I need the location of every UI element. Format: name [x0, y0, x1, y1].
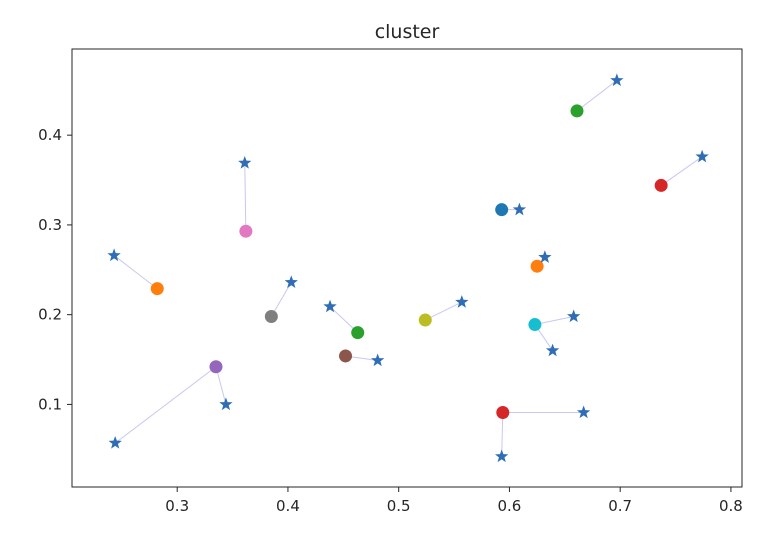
x-tick-label-3: 0.6 [498, 497, 522, 515]
center-point-9 [239, 224, 253, 238]
y-axis-ticks: 0.1 0.2 0.3 0.4 [38, 126, 72, 413]
x-tick-label-5: 0.8 [719, 497, 743, 515]
connector-line-13 [425, 301, 463, 321]
center-point-8 [339, 349, 353, 363]
center-point-1 [150, 282, 164, 296]
star-point-12 [284, 275, 298, 289]
center-point-4 [351, 326, 365, 340]
center-point-0 [495, 203, 509, 217]
x-tick-label-1: 0.4 [276, 497, 300, 515]
connector-lines [113, 80, 703, 457]
connector-line-11 [244, 162, 247, 232]
center-point-5 [654, 178, 668, 192]
star-point-1 [107, 248, 121, 262]
connector-line-7 [501, 412, 504, 457]
connector-line-8 [114, 366, 217, 444]
star-point-9 [219, 397, 233, 411]
y-tick-label-2: 0.3 [38, 216, 62, 234]
chart-title: cluster [375, 21, 440, 43]
x-tick-label-2: 0.5 [387, 497, 411, 515]
center-point-10 [264, 309, 278, 323]
star-point-6 [576, 405, 591, 419]
x-tick-label-0: 0.3 [165, 497, 189, 515]
x-axis-ticks: 0.3 0.4 0.5 0.6 0.7 0.8 [165, 487, 743, 515]
connector-line-3 [576, 80, 618, 112]
star-point-5 [695, 149, 709, 163]
star-point-15 [545, 343, 560, 357]
center-point-11 [418, 313, 432, 327]
plot-frame [71, 48, 743, 488]
connector-line-12 [270, 282, 292, 317]
star-point-2 [538, 250, 552, 263]
star-point-3 [610, 73, 624, 87]
star-point-8 [108, 436, 122, 449]
connector-line-1 [113, 255, 158, 290]
star-point-7 [495, 449, 509, 463]
star-point-14 [567, 309, 581, 323]
star-point-0 [512, 202, 527, 216]
center-point-2 [530, 259, 544, 273]
star-markers [107, 73, 709, 463]
center-point-12 [528, 318, 542, 332]
x-tick-label-4: 0.7 [608, 497, 632, 515]
connector-line-14 [534, 315, 574, 326]
center-markers [150, 104, 668, 420]
y-tick-label-3: 0.4 [38, 126, 62, 144]
center-point-3 [570, 104, 584, 118]
star-point-4 [323, 299, 337, 313]
connector-line-5 [660, 156, 703, 186]
center-point-6 [496, 406, 510, 420]
star-point-10 [371, 353, 385, 367]
y-tick-label-0: 0.1 [38, 395, 62, 413]
star-point-13 [455, 295, 469, 308]
star-point-11 [238, 155, 252, 169]
y-tick-label-1: 0.2 [38, 306, 62, 324]
center-point-7 [209, 360, 223, 374]
